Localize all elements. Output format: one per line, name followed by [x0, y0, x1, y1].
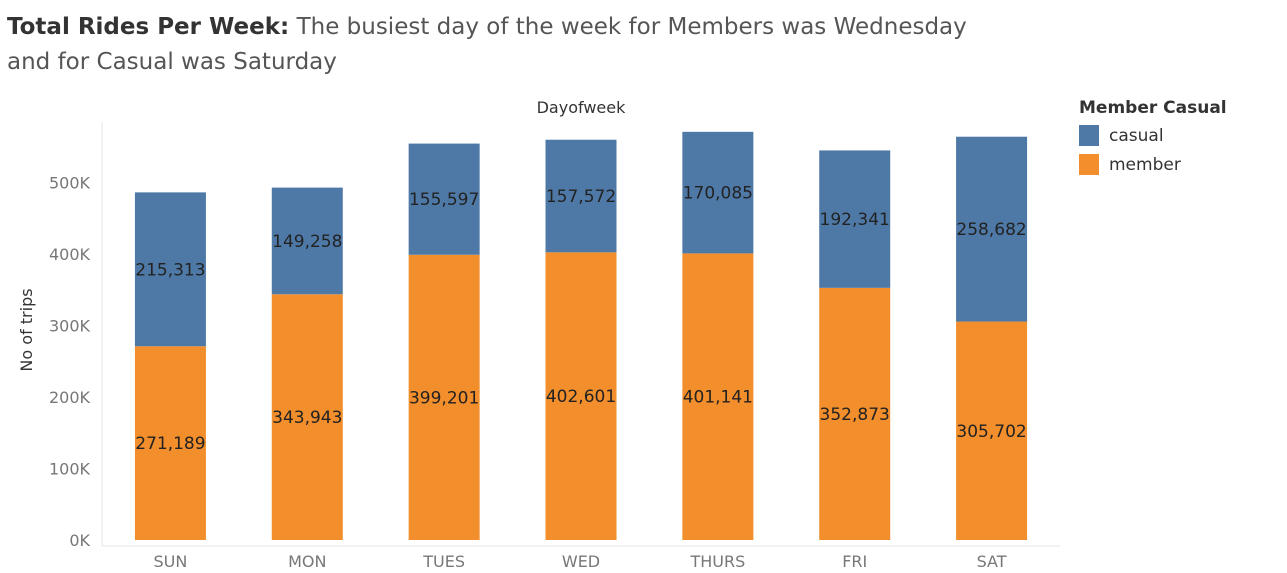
data-label-member-mon: 343,943: [272, 408, 342, 428]
bar-casual-sun: [134, 192, 206, 347]
bar-casual-fri: [819, 150, 891, 288]
x-tick-label-sat: SAT: [977, 552, 1007, 571]
data-label-casual-fri: 192,341: [820, 210, 890, 230]
bar-casual-thurs: [682, 131, 754, 254]
chart-subtitle: The busiest day of the week for Members …: [7, 14, 967, 75]
y-axis-title: No of trips: [17, 288, 36, 371]
bar-member-sat: [956, 321, 1028, 540]
data-label-member-tues: 399,201: [409, 388, 479, 408]
data-label-member-fri: 352,873: [820, 405, 890, 425]
y-tick-label: 100K: [49, 460, 91, 479]
legend-swatch-member: [1079, 154, 1099, 175]
bar-casual-sat: [956, 136, 1028, 322]
bar-member-mon: [271, 294, 343, 540]
bar-casual-tues: [408, 143, 480, 255]
x-tick-label-wed: WED: [562, 552, 600, 571]
bar-member-thurs: [682, 253, 754, 541]
y-tick-label: 300K: [49, 317, 91, 336]
legend-swatch-casual: [1079, 125, 1099, 146]
top-axis-title: Dayofweek: [537, 98, 627, 117]
legend-label-member: member: [1109, 154, 1181, 175]
y-tick-label: 500K: [49, 174, 91, 193]
x-tick-label-thurs: THURS: [689, 552, 745, 571]
bar-member-wed: [545, 252, 617, 541]
chart-title-bold: Total Rides Per Week:: [7, 14, 290, 40]
data-label-member-thurs: 401,141: [683, 388, 753, 408]
legend-title: Member Casual: [1079, 98, 1227, 118]
bar-member-tues: [408, 254, 480, 540]
bar-member-fri: [819, 287, 891, 540]
data-label-member-sat: 305,702: [956, 422, 1026, 442]
data-label-casual-sun: 215,313: [135, 260, 205, 280]
x-tick-label-tues: TUES: [422, 552, 465, 571]
data-label-casual-wed: 157,572: [546, 187, 616, 207]
y-tick-label: 0K: [69, 531, 90, 550]
data-label-casual-mon: 149,258: [272, 232, 342, 252]
chart-title: Total Rides Per Week: The busiest day of…: [7, 10, 1017, 80]
x-tick-label-sun: SUN: [154, 552, 188, 571]
data-label-casual-sat: 258,682: [956, 220, 1026, 240]
y-tick-label: 400K: [49, 245, 91, 264]
legend-label-casual: casual: [1109, 125, 1164, 146]
legend-item-casual[interactable]: casual: [1079, 121, 1227, 150]
bar-casual-wed: [545, 139, 617, 253]
y-tick-label: 200K: [49, 388, 91, 407]
data-label-casual-thurs: 170,085: [683, 184, 753, 204]
x-tick-label-fri: FRI: [842, 552, 867, 571]
bar-casual-mon: [271, 187, 343, 295]
legend-item-member[interactable]: member: [1079, 150, 1227, 179]
data-label-casual-tues: 155,597: [409, 190, 479, 210]
data-label-member-sun: 271,189: [135, 434, 205, 454]
x-tick-label-mon: MON: [288, 552, 326, 571]
bar-member-sun: [134, 346, 206, 540]
data-label-member-wed: 402,601: [546, 387, 616, 407]
legend: Member Casual casual member: [1079, 98, 1227, 179]
